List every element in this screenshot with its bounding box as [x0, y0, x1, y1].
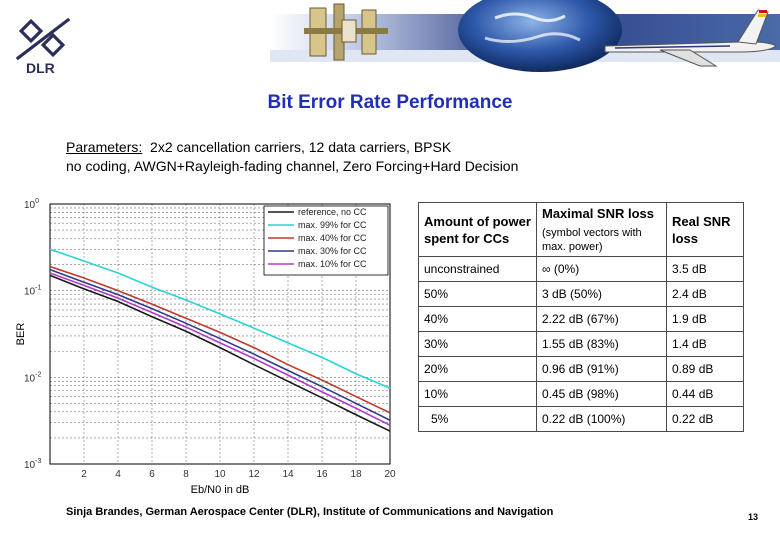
- table-cell: unconstrained: [419, 257, 537, 282]
- ber-chart: 2 4 6 8 10 12 14 16 18 20 100 10-1 10-2 10-3 BER Eb/N…: [14, 188, 410, 508]
- table-cell: 1.9 dB: [667, 307, 744, 332]
- snr-loss-table: Amount of power spent for CCs Maximal SN…: [418, 202, 744, 432]
- table-cell: 5%: [419, 407, 537, 432]
- page-number: 13: [748, 512, 758, 522]
- table-header-row: Amount of power spent for CCs Maximal SN…: [419, 203, 744, 257]
- header-max-snr-loss-label: Maximal SNR loss: [542, 206, 654, 221]
- y-tick-label: 100: [24, 198, 39, 211]
- table-row: 50% 3 dB (50%) 2.4 dB: [419, 282, 744, 307]
- table-cell: 2.22 dB (67%): [537, 307, 667, 332]
- x-tick-label: 4: [115, 469, 121, 480]
- table-cell: 3.5 dB: [667, 257, 744, 282]
- table-cell: 0.45 dB (98%): [537, 382, 667, 407]
- legend-label: max. 40% for CC: [298, 233, 367, 243]
- table-cell: 1.55 dB (83%): [537, 332, 667, 357]
- table-row: 30% 1.55 dB (83%) 1.4 dB: [419, 332, 744, 357]
- parameters-text-1: 2x2 cancellation carriers, 12 data carri…: [150, 139, 451, 155]
- table-cell: 0.22 dB: [667, 407, 744, 432]
- table-cell: 0.22 dB (100%): [537, 407, 667, 432]
- table-row: 40% 2.22 dB (67%) 1.9 dB: [419, 307, 744, 332]
- table-row: 20% 0.96 dB (91%) 0.89 dB: [419, 357, 744, 382]
- x-tick-label: 16: [316, 469, 328, 480]
- parameters-text-2: no coding, AWGN+Rayleigh-fading channel,…: [66, 157, 518, 176]
- header-max-snr-loss: Maximal SNR loss (symbol vectors with ma…: [537, 203, 667, 257]
- table-cell: 10%: [419, 382, 537, 407]
- table-cell: 2.4 dB: [667, 282, 744, 307]
- legend-label: max. 10% for CC: [298, 259, 367, 269]
- table-cell: 0.44 dB: [667, 382, 744, 407]
- x-tick-label: 14: [282, 469, 294, 480]
- x-axis-label: Eb/N0 in dB: [191, 484, 250, 496]
- legend-label: reference, no CC: [298, 207, 367, 217]
- table-cell: 3 dB (50%): [537, 282, 667, 307]
- x-tick-label: 12: [248, 469, 260, 480]
- table-cell: 0.89 dB: [667, 357, 744, 382]
- table-row: 10% 0.45 dB (98%) 0.44 dB: [419, 382, 744, 407]
- x-tick-label: 6: [149, 469, 155, 480]
- y-tick-label: 10-3: [24, 458, 41, 471]
- y-tick-label: 10-1: [24, 285, 41, 298]
- header-power-cc: Amount of power spent for CCs: [419, 203, 537, 257]
- parameters-label: Parameters:: [66, 139, 142, 155]
- header-real-snr-loss: Real SNR loss: [667, 203, 744, 257]
- x-tick-label: 18: [350, 469, 362, 480]
- x-tick-label: 8: [183, 469, 189, 480]
- table-cell: 0.96 dB (91%): [537, 357, 667, 382]
- dlr-logo-text: DLR: [26, 60, 55, 76]
- legend-label: max. 30% for CC: [298, 246, 367, 256]
- x-tick-label: 10: [214, 469, 226, 480]
- snr-loss-table-body: Amount of power spent for CCs Maximal SN…: [419, 203, 744, 432]
- page-title: Bit Error Rate Performance: [0, 92, 780, 114]
- table-cell: 1.4 dB: [667, 332, 744, 357]
- table-cell: 50%: [419, 282, 537, 307]
- legend-label: max. 99% for CC: [298, 220, 367, 230]
- y-tick-label: 10-2: [24, 371, 41, 384]
- parameters-block: Parameters: 2x2 cancellation carriers, 1…: [66, 138, 518, 176]
- x-tick-label: 20: [384, 469, 396, 480]
- chart-legend: reference, no CC max. 99% for CC max. 40% …: [264, 206, 388, 275]
- table-row: unconstrained ∞ (0%) 3.5 dB: [419, 257, 744, 282]
- header-max-snr-loss-sub: (symbol vectors with max. power): [542, 226, 661, 254]
- table-cell: 30%: [419, 332, 537, 357]
- table-cell: ∞ (0%): [537, 257, 667, 282]
- footer-credit: Sinja Brandes, German Aerospace Center (…: [66, 506, 553, 518]
- banner-image: [270, 0, 780, 75]
- x-tick-label: 2: [81, 469, 87, 480]
- table-cell: 40%: [419, 307, 537, 332]
- table-row: 5% 0.22 dB (100%) 0.22 dB: [419, 407, 744, 432]
- y-axis-label: BER: [15, 323, 27, 346]
- parameters-line-1: Parameters: 2x2 cancellation carriers, 1…: [66, 138, 518, 157]
- table-cell: 20%: [419, 357, 537, 382]
